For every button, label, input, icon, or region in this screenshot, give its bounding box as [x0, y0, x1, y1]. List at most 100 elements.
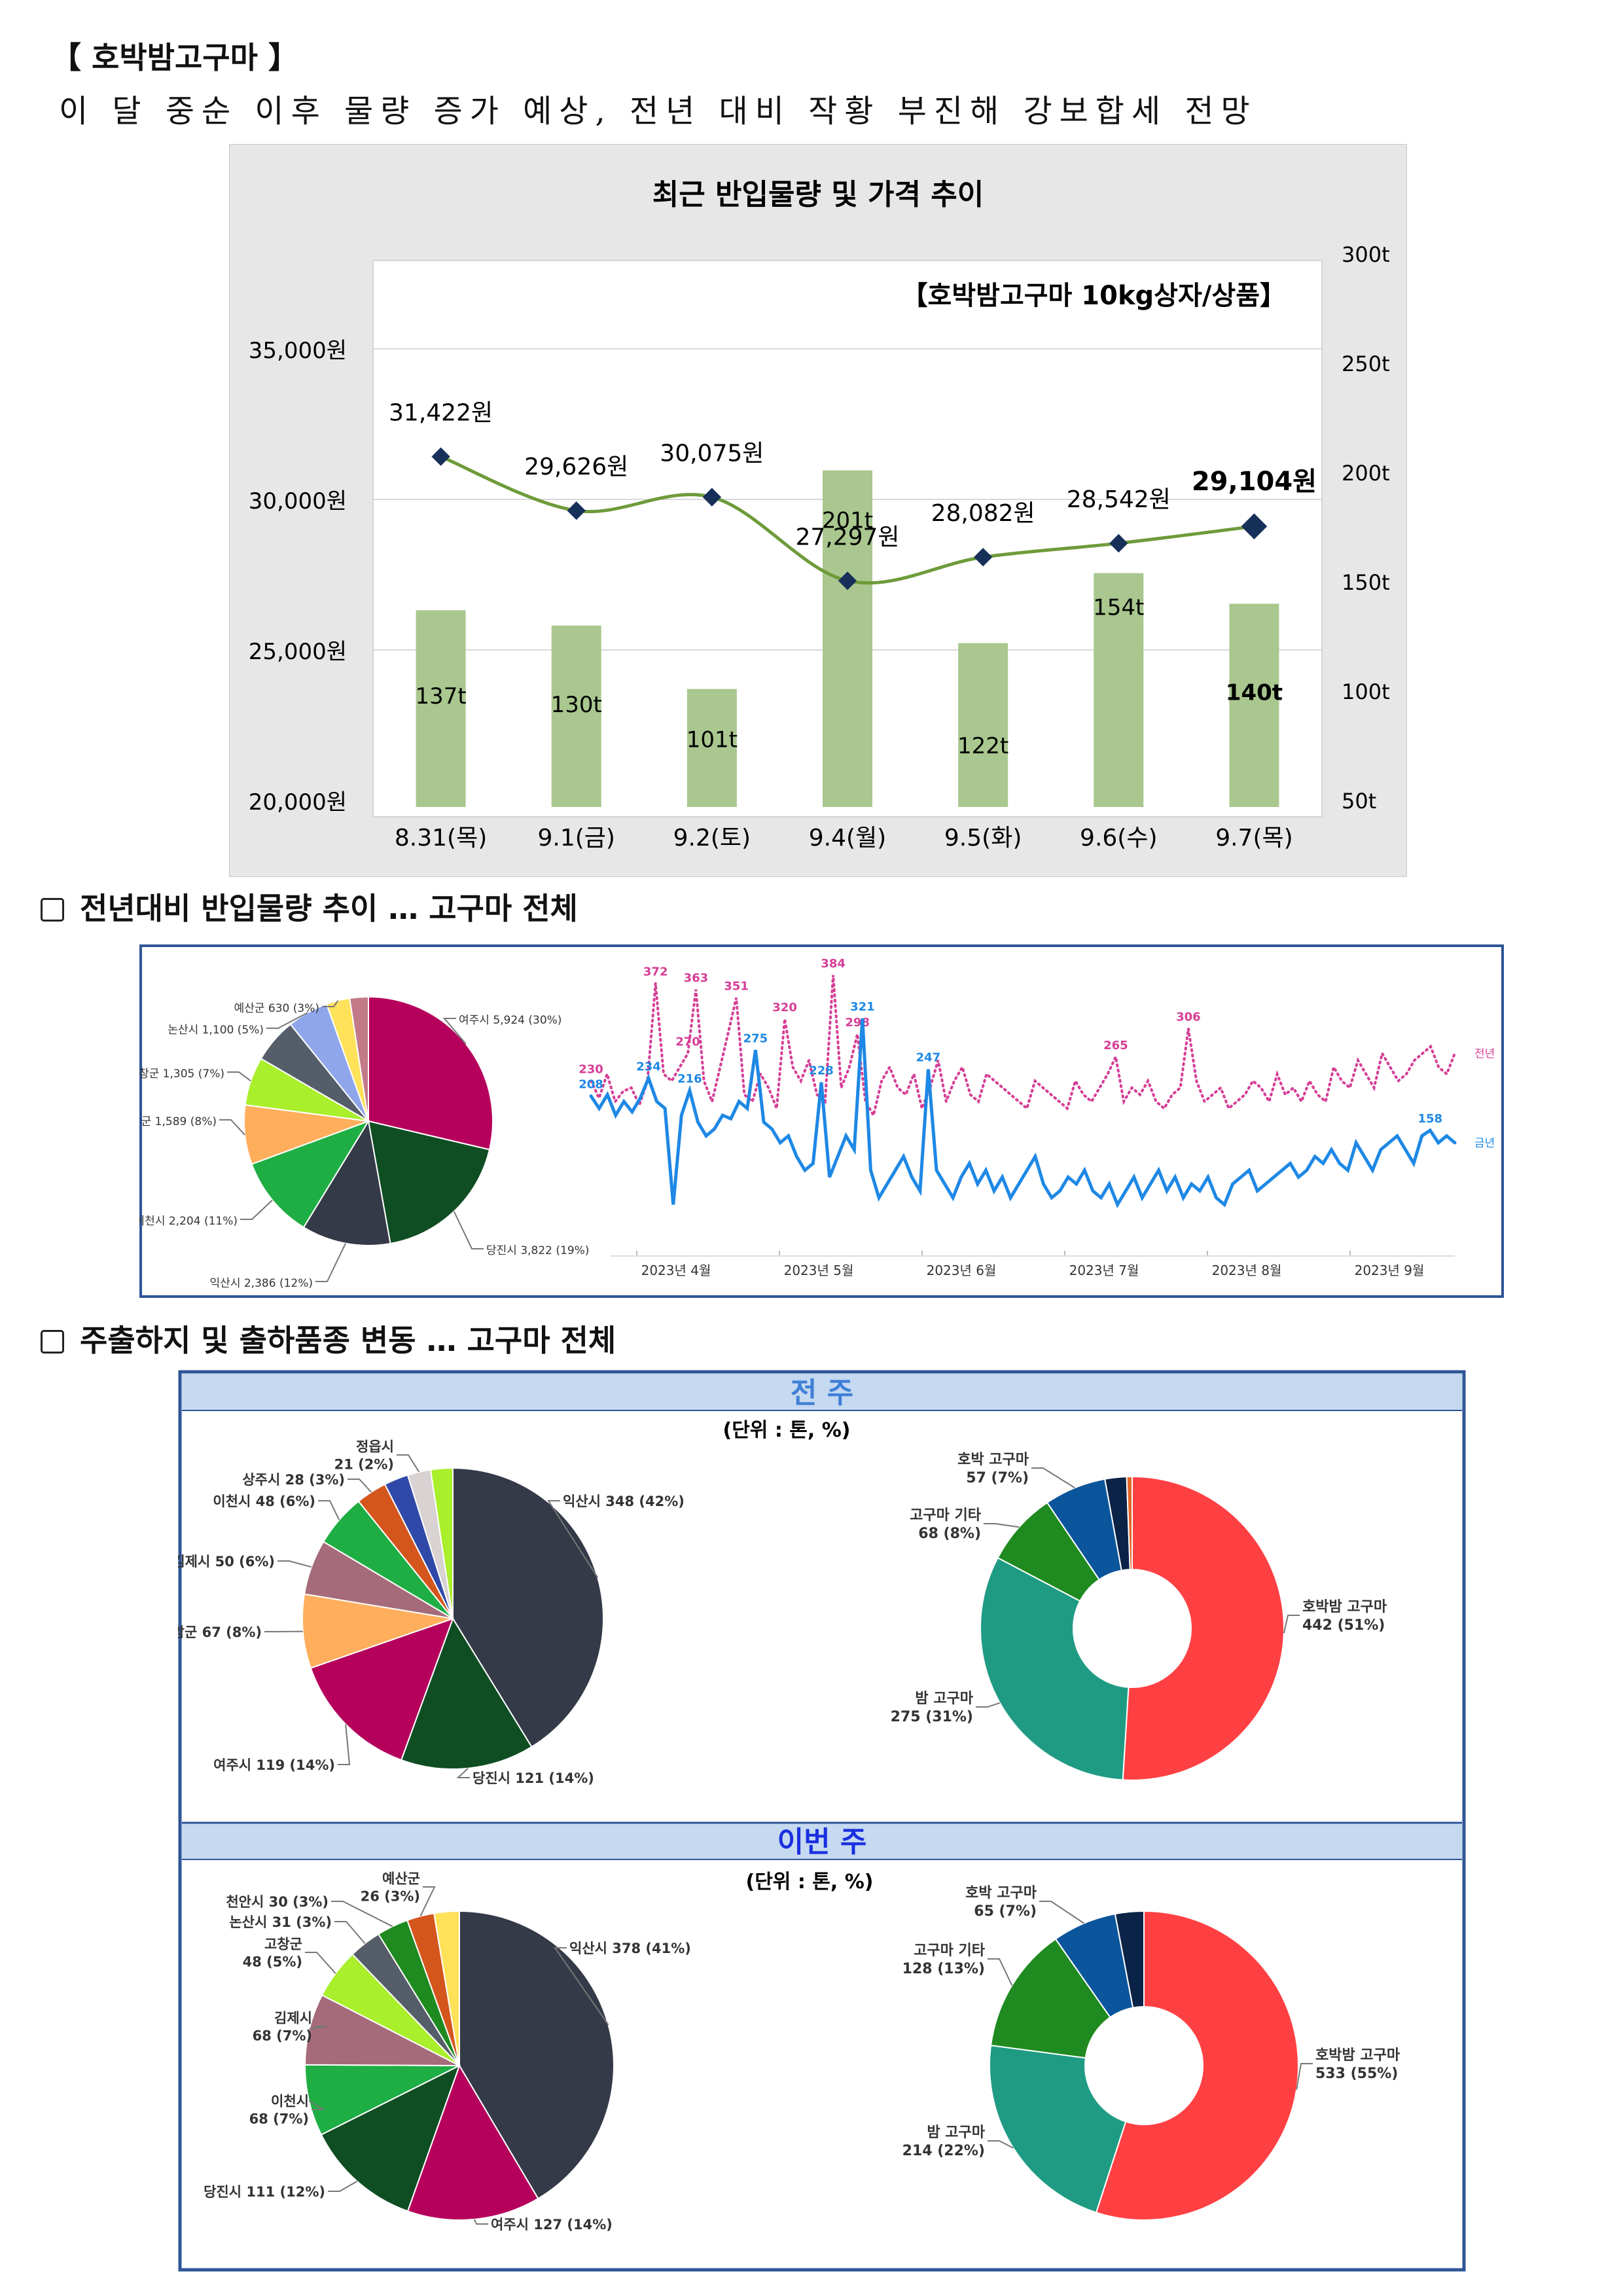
leader-line: [988, 2140, 1014, 2149]
slice-label: 68 (7%): [249, 2111, 309, 2127]
pie-slice: [320, 2064, 461, 2212]
slice-label: 48 (5%): [243, 1954, 302, 1970]
series-name: 금년: [1474, 1137, 1495, 1150]
pie-slice: [367, 1120, 491, 1245]
pie-slice: [349, 996, 369, 1122]
yoy-line-chart: 230 372 363 351 320 384 298 265 306 270 전년 208 234 21…: [579, 957, 1495, 1278]
slice-label: 여주시 5,924 (30%): [459, 1014, 562, 1027]
volume-label: 140t: [1226, 680, 1283, 706]
slice-label: 68 (7%): [253, 2028, 312, 2044]
leader-line: [453, 1211, 484, 1249]
prev-week-header: 전 주: [791, 1376, 853, 1410]
slice-label: 예산군: [382, 1871, 420, 1887]
right-tick-label: 100t: [1342, 679, 1390, 704]
this-week-variety-donut: 호박밤 고구마 533 (55%) 밤 고구마 214 (22%) 고구마 기타 128 …: [902, 1885, 1400, 2221]
data-label: 230: [579, 1063, 603, 1077]
slice-label: 여주시 119 (14%): [213, 1757, 335, 1773]
x-tick-label: 2023년 6월: [927, 1263, 997, 1278]
slice-label: 이천시: [271, 2094, 309, 2109]
section-yoy-title: 전년대비 반입물량 추이 … 고구마 전체: [80, 891, 578, 926]
slice-label: 밤 고구마: [915, 1691, 973, 1707]
data-label: 265: [1103, 1039, 1128, 1052]
slice-label: 고창군 1,305 (7%): [139, 1067, 224, 1081]
leader-line: [318, 1500, 340, 1520]
slice-label: 442 (51%): [1302, 1617, 1385, 1634]
slice-label: 당진시 111 (12%): [204, 2184, 325, 2200]
prev-week-variety-donut: 호박밤 고구마 442 (51%) 밤 고구마 275 (31%) 고구마 기타 68 (…: [891, 1452, 1387, 1781]
slice-label: 26 (3%): [361, 1889, 420, 1905]
price-marker: [567, 501, 586, 520]
slice-label: 57 (7%): [966, 1470, 1029, 1486]
price-label: 29,626원: [524, 454, 628, 480]
leader-line: [308, 2100, 326, 2110]
checkbox-icon: [41, 1330, 64, 1354]
leader-line: [322, 1000, 339, 1007]
volume-bar: [551, 625, 601, 807]
price-label: 29,104원: [1192, 467, 1317, 497]
left-tick-label: 20,000원: [249, 789, 347, 816]
price-volume-chart: 최근 반입물량 및 가격 추이 【호박밤고구마 10kg상자/상품】 137t 1…: [229, 144, 1407, 877]
pie-slice: [990, 1938, 1111, 2059]
slice-label: 호박밤 고구마: [1302, 1599, 1387, 1615]
price-marker: [431, 447, 450, 466]
data-label: 384: [821, 957, 846, 971]
leader-line: [984, 1523, 1020, 1528]
category-label: 9.6(수): [1080, 825, 1157, 852]
slice-label: 밤 고구마: [927, 2125, 985, 2141]
x-tick-label: 2023년 9월: [1355, 1263, 1425, 1278]
slice-label: 상주시 28 (3%): [242, 1472, 345, 1488]
data-label: 270: [675, 1035, 700, 1049]
volume-label: 154t: [1093, 595, 1144, 621]
category-label: 9.4(월): [809, 825, 886, 852]
slice-label: 김제시: [274, 2011, 312, 2026]
this-week-header: 이번 주: [777, 1825, 867, 1859]
left-tick-label: 35,000원: [249, 338, 347, 364]
volume-bar: [823, 470, 872, 807]
slice-label: 영암군 67 (8%): [178, 1624, 262, 1640]
pie-slice: [1095, 1910, 1299, 2221]
leader-line: [419, 1886, 436, 1917]
checkbox-icon: [41, 898, 64, 922]
price-marker: [702, 488, 721, 507]
data-label: 320: [772, 1001, 797, 1014]
leader-line: [334, 1921, 366, 1945]
data-label: 234: [636, 1060, 661, 1073]
price-label: 27,297원: [795, 524, 899, 550]
leader-line: [240, 1199, 273, 1220]
pie-slice: [429, 1467, 454, 1619]
right-tick-label: 50t: [1342, 789, 1376, 814]
slice-label: 고구마 기타: [910, 1507, 982, 1524]
current-year-line: [589, 1018, 1457, 1209]
volume-label: 201t: [822, 507, 873, 533]
leader-line: [547, 1500, 599, 1578]
slice-label: 당진시 3,822 (19%): [486, 1244, 589, 1257]
pie-slice: [980, 1556, 1130, 1781]
leader-line: [277, 1560, 312, 1568]
price-series: 31,422원 29,626원 30,075원 27,297원 28,082원 28,54…: [389, 400, 1317, 590]
data-label: 216: [677, 1072, 702, 1086]
data-label: 275: [743, 1031, 768, 1045]
slice-label: 533 (55%): [1315, 2066, 1398, 2082]
leader-line: [348, 1479, 372, 1493]
leader-line: [338, 1724, 351, 1765]
data-label: 228: [809, 1064, 834, 1078]
bar-series: 137t 130t 101t 201t 122t 154t 140t: [415, 470, 1283, 807]
pie-slice: [1126, 1475, 1133, 1571]
prev-week-region-pie: 익산시 348 (42%) 당진시 121 (14%) 여주시 119 (14%) 영…: [178, 1439, 685, 1787]
data-label: 306: [1176, 1011, 1201, 1024]
category-label: 8.31(목): [395, 825, 487, 852]
slice-label: 고구마 기타: [914, 1943, 986, 1959]
right-tick-label: 200t: [1342, 461, 1390, 486]
data-label: 351: [724, 979, 749, 993]
volume-bar: [1094, 573, 1144, 807]
slice-label: 여주시 127 (14%): [491, 2217, 613, 2233]
leader-line: [227, 1071, 251, 1082]
leader-line: [442, 1018, 467, 1045]
volume-label: 101t: [687, 726, 738, 753]
pie-slice: [400, 1617, 533, 1770]
pie-slice: [433, 1910, 460, 2066]
category-label: 9.7(목): [1215, 825, 1293, 852]
right-tick-label: 300t: [1342, 242, 1390, 267]
slice-label: 예산군 630 (3%): [234, 1002, 319, 1015]
price-label: 28,542원: [1067, 486, 1171, 513]
